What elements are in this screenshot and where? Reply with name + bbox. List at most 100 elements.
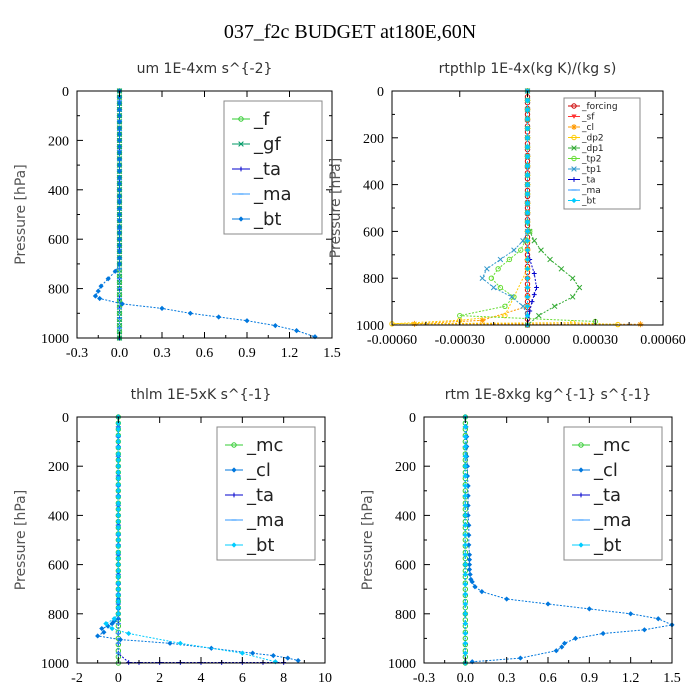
legend-marker [571,145,577,151]
data-point [531,292,537,297]
legend-label: _f [253,109,270,130]
data-point [462,522,468,528]
data-point [524,275,531,281]
data-point [126,630,132,637]
legend-box [216,426,316,561]
y-tick-label: 0 [62,85,69,100]
data-point [465,512,471,518]
x-tick-label: -0.00060 [367,333,417,348]
legend-marker [578,467,584,473]
data-point [462,483,468,489]
data-point [466,566,473,573]
legend-box [223,100,323,235]
data-point [462,463,468,469]
x-tick-label: 2 [156,671,163,686]
data-point [497,284,504,291]
series-line-bt [105,417,276,663]
legend: _f _gf _ta _ma _bt [223,100,323,235]
data-point [504,596,510,602]
data-point [115,469,121,475]
data-point [479,317,486,324]
data-point [469,579,475,585]
data-point [545,601,551,607]
data-point [216,314,222,320]
legend-label: _ta [593,485,621,506]
x-tick-label: 0.3 [153,346,171,361]
x-tick-label: -0.3 [413,671,435,686]
y-tick-label: 600 [363,225,384,240]
legend-label: _tp1 [581,165,601,175]
chart-panel-1: um 1E-4xm s^{-2} Pressure [hPa] -0.3 0.0 0.3… [13,61,341,361]
data-point [524,247,531,253]
y-tick-label: 200 [48,460,69,475]
x-tick-label: 0 [115,671,122,686]
data-point [116,181,123,187]
data-point [468,576,474,582]
data-point [115,494,121,500]
data-point [524,294,531,300]
y-tick-label: 400 [48,509,69,524]
series-line-ta [527,91,538,326]
y-tick-label: 800 [48,283,69,298]
data-point [517,655,524,661]
y-axis-label: Pressure [hPa] [328,158,344,258]
data-point [462,611,468,617]
y-tick-label: 600 [48,233,69,248]
data-point [462,562,468,568]
data-point [115,506,121,512]
legend: _mc _cl _ta _ma _bt [563,426,663,561]
figure-title: 037_f2c BUDGET at180E,60N [224,21,476,43]
y-tick-label: 1000 [41,332,69,347]
data-point [115,420,121,426]
data-point [116,193,123,199]
data-point [116,279,123,286]
data-point [520,238,526,244]
data-point [534,285,539,290]
data-point [524,303,531,309]
y-tick-label: 200 [363,132,384,147]
legend-label: _forcing [581,102,618,112]
data-point [115,531,121,537]
data-point [466,557,473,563]
y-tick-label: 0 [62,411,69,426]
data-point [116,106,123,113]
data-point [115,605,121,611]
chart-panel-3: thlm 1E-5xK s^{-1} Pressure [hPa] -2 0 2 4 6 8 1… [13,387,332,686]
data-point [116,255,123,261]
y-tick-label: 200 [48,134,69,149]
data-point [116,261,123,267]
legend-marker [571,103,577,109]
data-point [116,174,123,181]
legend: _mc _cl _ta _ma _bt [216,426,316,561]
y-tick-label: 1000 [41,657,69,672]
legend-label: _bt [593,535,621,556]
data-point [293,327,300,334]
data-point [490,284,497,291]
data-point [116,94,123,100]
data-point [497,256,504,263]
y-tick-label: 600 [395,559,416,574]
x-tick-label: 0.9 [238,346,256,361]
panels-group: um 1E-4xm s^{-2} Pressure [hPa] -0.3 0.0 0.3… [13,61,686,686]
data-point [524,97,531,103]
data-point [119,301,125,307]
data-point [600,630,606,637]
data-point [115,426,121,432]
data-point [569,275,576,281]
data-point [312,334,318,340]
x-tick-label: 0.00060 [640,333,686,348]
data-point [272,659,278,665]
legend-label: _gf [253,134,281,155]
data-point [115,525,121,531]
data-point [462,630,468,637]
data-point [115,518,121,525]
x-tick-label: 4 [198,671,205,686]
legend-label: _bt [246,535,274,556]
legend-marker [231,542,237,548]
panel-title: rtm 1E-8xkg kg^{-1} s^{-1} [445,387,652,403]
data-point [116,113,123,119]
legend-label: _ma [593,510,632,531]
data-point [270,653,276,659]
data-point [479,589,485,595]
